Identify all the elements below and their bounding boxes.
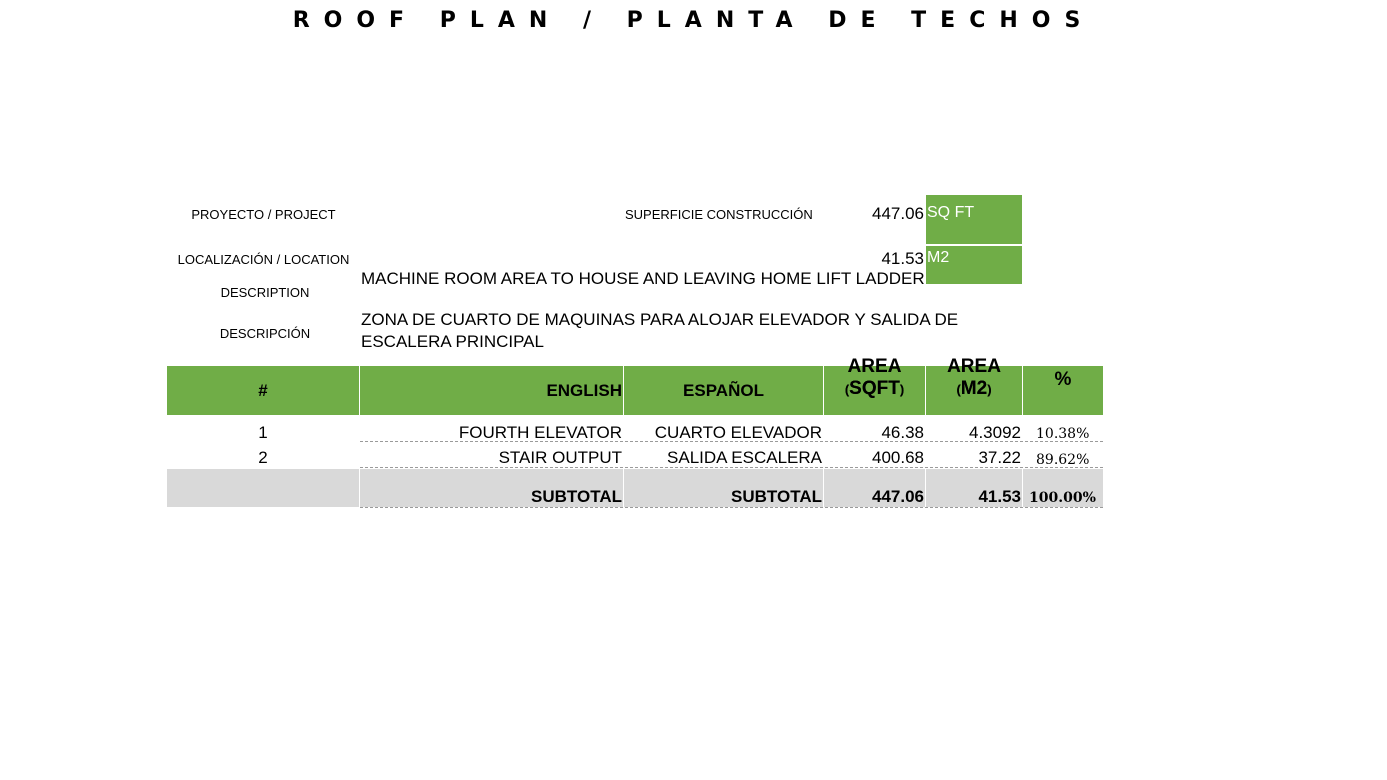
paren-close: ) (899, 382, 905, 397)
paren-open: ( (844, 382, 850, 397)
col-header-area-sqft-top-text: AREA (847, 356, 902, 377)
col-header-area-m2-text: AREA (M2) (926, 356, 1022, 401)
row-divider (360, 467, 1103, 468)
subtotal-sqft: 447.06 (872, 487, 924, 506)
header-mask-m2 (926, 356, 1022, 366)
row-divider (360, 507, 1103, 508)
col-header-pct-label: % (1054, 369, 1072, 390)
descripcion-text: ZONA DE CUARTO DE MAQUINAS PARA ALOJAR E… (361, 310, 959, 351)
row-2-num: 2 (258, 448, 268, 467)
paren-close: ) (987, 382, 992, 397)
surface-m2-value: 41.53 (881, 249, 924, 268)
unit-sqft-label: SQ FT (927, 204, 975, 221)
col-header-english: ENGLISH (360, 366, 623, 415)
paren-open: ( (844, 382, 850, 397)
page-title: ROOF PLAN / PLANTA DE TECHOS (292, 8, 1095, 33)
header-mask-sqft (824, 356, 925, 366)
paren-close: ) (899, 382, 905, 397)
subtotal-english: SUBTOTAL (531, 487, 622, 506)
paren-open: ( (956, 382, 961, 397)
row-2-english: STAIR OUTPUT (498, 448, 622, 467)
descripcion-label: DESCRIPCIÓN (219, 326, 311, 341)
row-1-m2: 4.3092 (969, 423, 1021, 442)
col-header-area-m2-bottom: M2 (960, 378, 988, 399)
row-1-sqft: 46.38 (881, 423, 924, 442)
description-text: MACHINE ROOM AREA TO HOUSE AND LEAVING H… (361, 269, 925, 286)
row-1-espanol: CUARTO ELEVADOR (654, 423, 822, 442)
row-1-pct: 10.38% (1036, 426, 1090, 442)
col-header-espanol: ESPAÑOL (624, 366, 823, 415)
col-header-area-sqft-bottom-text: SQFT (849, 378, 900, 399)
col-header-espanol-label: ESPAÑOL (683, 380, 764, 400)
unit-m2-box: M2 (926, 246, 1022, 284)
paren-close: ) (987, 382, 992, 397)
subtotal-espanol: SUBTOTAL (731, 487, 822, 506)
surface-sqft-value: 447.06 (872, 204, 924, 223)
row-1-num: 1 (258, 423, 268, 442)
unit-m2-label: M2 (927, 249, 950, 266)
unit-sqft-box: SQ FT (926, 195, 1022, 244)
description-clip: MACHINE ROOM AREA TO HOUSE AND LEAVING H… (361, 262, 925, 286)
col-header-area-sqft-text: AREA (SQFT) (824, 356, 925, 401)
col-header-num-label: # (258, 380, 268, 400)
row-2-pct: 89.62% (1036, 452, 1090, 468)
subtotal-m2: 41.53 (978, 487, 1021, 506)
description-label: DESCRIPTION (220, 285, 310, 300)
project-label: PROYECTO / PROJECT (191, 207, 336, 222)
col-header-english-label: ENGLISH (546, 380, 622, 400)
row-2-sqft: 400.68 (872, 448, 924, 467)
col-header-pct: % (1023, 366, 1103, 415)
surface-label: SUPERFICIE CONSTRUCCIÓN (625, 207, 813, 222)
row-1-english: FOURTH ELEVATOR (458, 423, 622, 442)
subtotal-pct: 100.00% (1029, 490, 1096, 506)
row-2-m2: 37.22 (978, 448, 1021, 467)
subtotal-english-cell (360, 469, 623, 507)
subtotal-num-cell (167, 469, 359, 507)
col-header-area-sqft-bottom: SQFT (849, 378, 900, 399)
col-header-area-m2-top-text: AREA (947, 356, 1001, 377)
col-header-area-m2-bottom-text: M2 (960, 378, 988, 399)
row-2-espanol: SALIDA ESCALERA (667, 448, 822, 467)
subtotal-sqft-cell (824, 469, 925, 507)
location-label: LOCALIZACIÓN / LOCATION (177, 252, 350, 267)
col-header-num: # (167, 366, 359, 415)
paren-open: ( (956, 382, 961, 397)
subtotal-espanol-cell (624, 469, 823, 507)
row-divider (360, 441, 1103, 442)
subtotal-pct-cell (1023, 469, 1103, 507)
subtotal-m2-cell (926, 469, 1022, 507)
